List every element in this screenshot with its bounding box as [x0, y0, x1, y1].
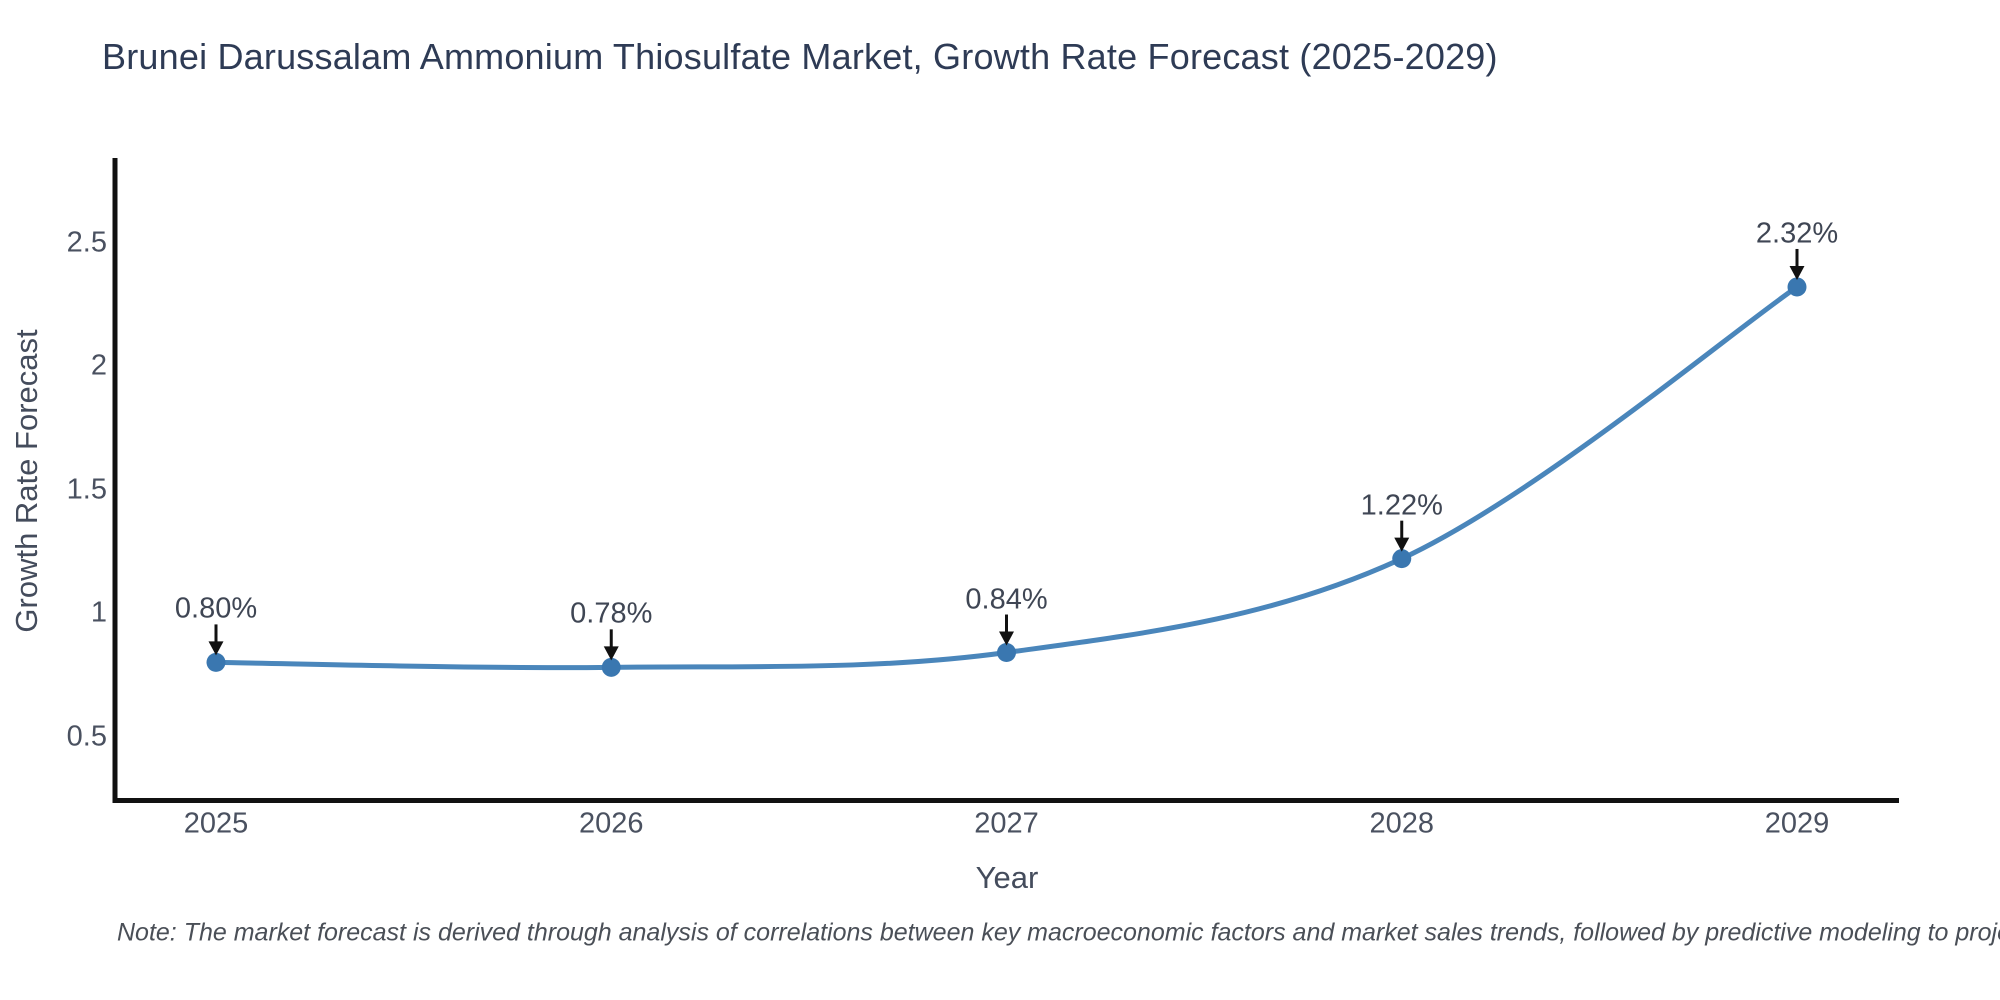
- y-tick-label: 1.5: [66, 473, 107, 505]
- data-point-marker[interactable]: [1392, 549, 1412, 569]
- x-tick-label: 2026: [578, 807, 644, 840]
- point-value-label: 2.32%: [1755, 217, 1839, 250]
- x-tick-label: 2029: [1764, 807, 1830, 840]
- y-axis-title: Growth Rate Forecast: [9, 329, 44, 633]
- x-axis-title: Year: [975, 860, 1039, 895]
- annotation-arrowhead-icon: [1394, 537, 1410, 552]
- point-value-label: 0.80%: [174, 592, 258, 625]
- annotation-arrowhead-icon: [1789, 265, 1805, 280]
- y-tick-label: 0.5: [66, 720, 107, 752]
- x-tick-label: 2027: [974, 807, 1039, 840]
- footnote: Note: The market forecast is derived thr…: [117, 918, 2000, 947]
- data-point-marker[interactable]: [1787, 277, 1807, 297]
- x-tick-label: 2028: [1369, 807, 1435, 840]
- data-point-marker[interactable]: [206, 652, 226, 672]
- data-point-marker[interactable]: [601, 657, 621, 677]
- annotation-arrowhead-icon: [208, 641, 224, 656]
- annotation-arrowhead-icon: [603, 646, 619, 661]
- data-point-marker[interactable]: [997, 643, 1016, 663]
- y-tick-label: 1: [90, 596, 107, 629]
- y-tick-label: 2.5: [66, 226, 107, 258]
- chart-title: Brunei Darussalam Ammonium Thiosulfate M…: [102, 36, 1498, 77]
- forecast-line: [213, 284, 1800, 671]
- annotation-arrowhead-icon: [999, 631, 1014, 646]
- point-value-label: 0.84%: [965, 583, 1048, 616]
- x-tick-label: 2025: [183, 807, 249, 840]
- point-value-label: 1.22%: [1360, 489, 1443, 522]
- y-tick-label: 2: [90, 349, 107, 382]
- point-value-label: 0.78%: [570, 597, 653, 630]
